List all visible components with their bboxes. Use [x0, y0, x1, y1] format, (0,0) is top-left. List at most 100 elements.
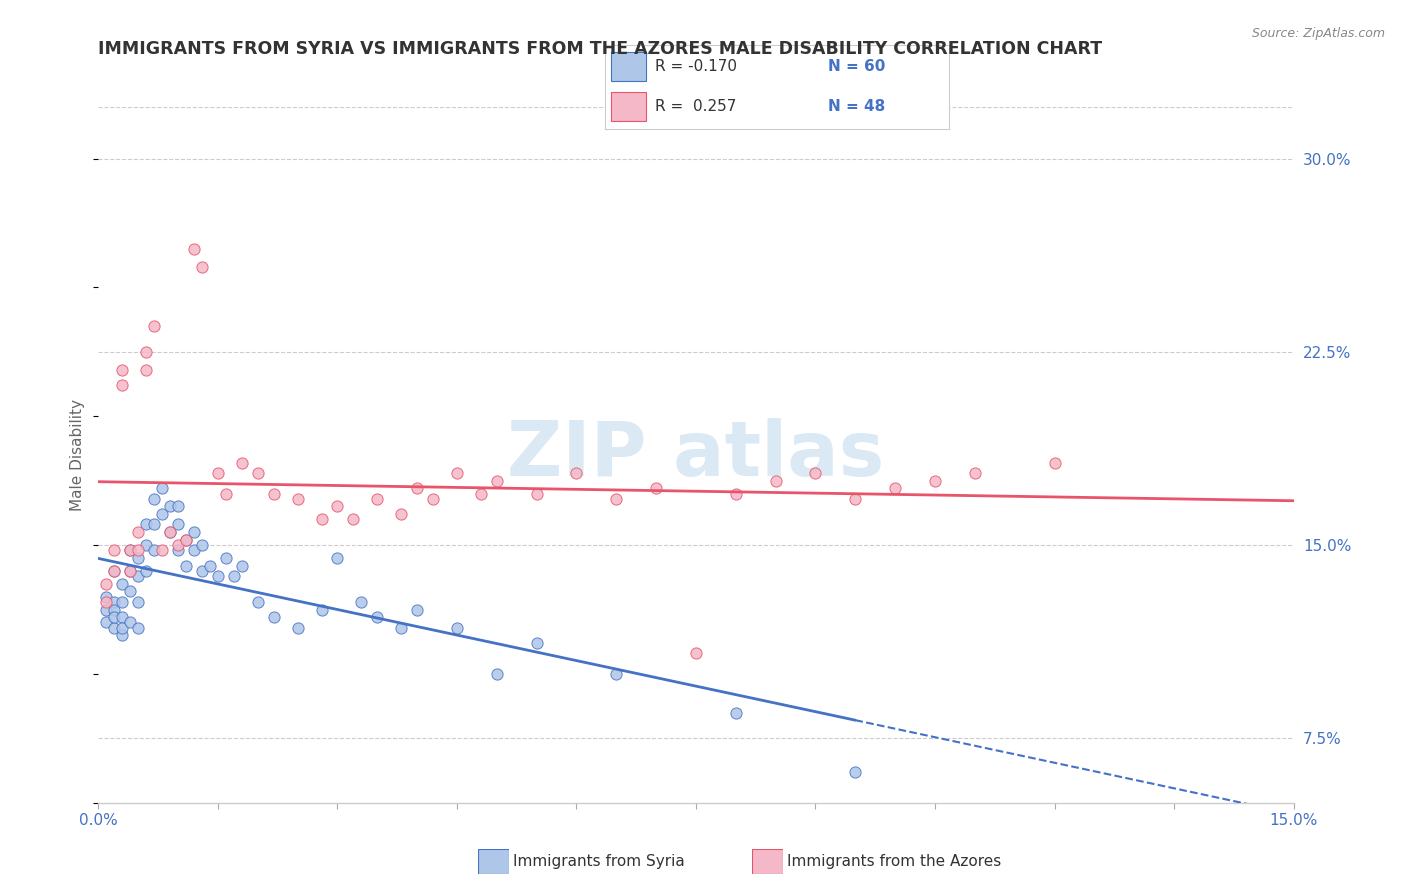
Point	[263, 486, 285, 500]
Point	[143, 517, 166, 532]
Point	[844, 764, 866, 779]
Point	[127, 543, 149, 558]
Point	[111, 576, 134, 591]
Point	[96, 595, 118, 609]
Point	[645, 482, 668, 496]
Point	[143, 319, 166, 334]
Point	[422, 491, 444, 506]
Point	[526, 486, 548, 500]
Point	[103, 564, 125, 578]
Point	[287, 491, 309, 506]
Point	[127, 569, 149, 583]
Point	[231, 558, 253, 573]
Point	[135, 517, 157, 532]
Point	[174, 533, 197, 547]
Point	[366, 491, 388, 506]
Point	[167, 538, 190, 552]
Point	[350, 595, 373, 609]
Point	[724, 486, 747, 500]
Point	[724, 706, 747, 720]
Point	[120, 543, 142, 558]
Point	[143, 491, 166, 506]
Text: R = -0.170: R = -0.170	[655, 59, 737, 74]
Point	[844, 491, 866, 506]
Point	[111, 621, 134, 635]
Point	[215, 486, 238, 500]
Point	[150, 482, 173, 496]
Point	[167, 500, 190, 514]
Point	[96, 615, 118, 630]
Point	[406, 482, 429, 496]
Point	[246, 466, 269, 480]
Point	[103, 564, 125, 578]
Point	[605, 667, 627, 681]
Point	[222, 569, 245, 583]
Point	[191, 538, 214, 552]
Point	[150, 507, 173, 521]
Text: N = 60: N = 60	[828, 59, 886, 74]
Point	[311, 602, 333, 616]
Point	[446, 621, 468, 635]
Point	[183, 525, 205, 540]
Point	[96, 602, 118, 616]
Point	[198, 558, 221, 573]
Point	[446, 466, 468, 480]
Point	[167, 543, 190, 558]
Point	[326, 551, 349, 566]
Point	[963, 466, 986, 480]
Point	[207, 466, 229, 480]
Point	[565, 466, 588, 480]
Point	[103, 621, 125, 635]
Point	[191, 564, 214, 578]
Point	[326, 500, 349, 514]
Point	[246, 595, 269, 609]
Point	[111, 363, 134, 377]
Point	[159, 500, 181, 514]
Point	[215, 551, 238, 566]
Point	[287, 621, 309, 635]
Point	[884, 482, 907, 496]
Point	[1043, 456, 1066, 470]
Y-axis label: Male Disability: Male Disability	[70, 399, 86, 511]
Text: Immigrants from Syria: Immigrants from Syria	[513, 855, 685, 869]
Point	[150, 543, 173, 558]
Point	[174, 533, 197, 547]
Point	[366, 610, 388, 624]
Point	[111, 628, 134, 642]
Point	[470, 486, 492, 500]
Point	[120, 564, 142, 578]
Point	[96, 590, 118, 604]
Point	[167, 517, 190, 532]
Point	[143, 543, 166, 558]
Point	[231, 456, 253, 470]
Text: Immigrants from the Azores: Immigrants from the Azores	[787, 855, 1001, 869]
Point	[120, 543, 142, 558]
Bar	[612, 92, 645, 120]
Point	[103, 610, 125, 624]
Point	[406, 602, 429, 616]
Point	[96, 576, 118, 591]
Point	[103, 602, 125, 616]
Text: R =  0.257: R = 0.257	[655, 99, 735, 114]
Point	[127, 525, 149, 540]
Point	[111, 595, 134, 609]
Point	[135, 564, 157, 578]
Point	[605, 491, 627, 506]
Point	[311, 512, 333, 526]
Point	[174, 558, 197, 573]
Point	[103, 543, 125, 558]
Point	[127, 621, 149, 635]
Point	[159, 525, 181, 540]
Point	[135, 363, 157, 377]
Point	[103, 595, 125, 609]
Point	[120, 564, 142, 578]
Point	[342, 512, 364, 526]
Point	[924, 474, 946, 488]
Point	[207, 569, 229, 583]
Point	[159, 525, 181, 540]
Point	[685, 646, 707, 660]
Point	[485, 474, 508, 488]
Text: N = 48: N = 48	[828, 99, 886, 114]
Point	[135, 344, 157, 359]
Point	[135, 538, 157, 552]
